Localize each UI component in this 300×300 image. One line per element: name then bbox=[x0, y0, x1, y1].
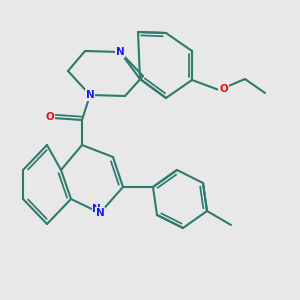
Text: O: O bbox=[219, 83, 228, 94]
Text: N: N bbox=[92, 203, 101, 214]
Text: N: N bbox=[85, 90, 94, 100]
Text: O: O bbox=[45, 112, 54, 122]
Text: N: N bbox=[116, 47, 124, 57]
Text: N: N bbox=[96, 208, 104, 218]
